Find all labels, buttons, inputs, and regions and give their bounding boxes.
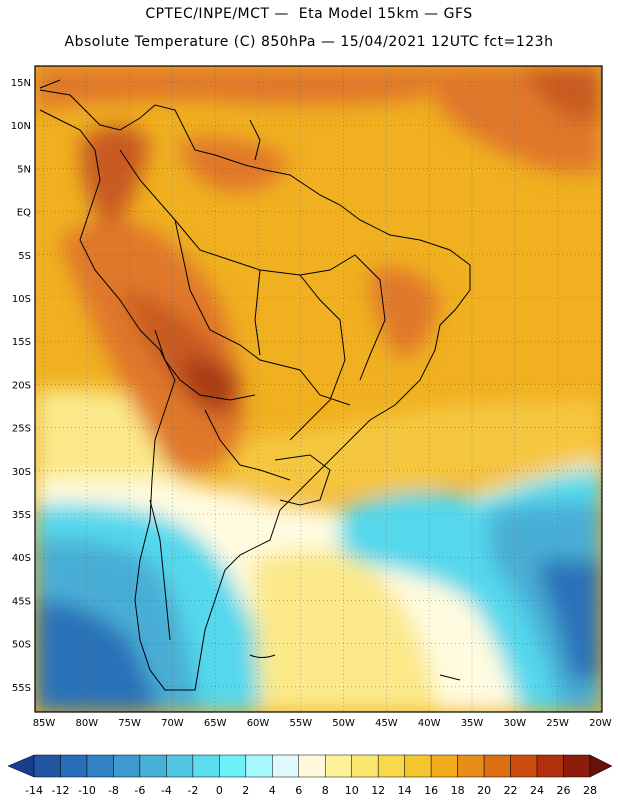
map-frame — [34, 65, 603, 713]
colorbar-cell — [483, 754, 511, 778]
lon-label: 65W — [204, 718, 227, 729]
lat-label: 20S — [12, 380, 31, 391]
colorbar-label: 20 — [477, 784, 491, 797]
colorbar-cell — [166, 754, 194, 778]
colorbar-cell — [510, 754, 538, 778]
lon-label: 75W — [118, 718, 141, 729]
colorbar-label: 26 — [557, 784, 571, 797]
colorbar-cell — [219, 754, 247, 778]
colorbar-cell — [7, 754, 35, 778]
colorbar-cell — [404, 754, 432, 778]
colorbar-cell — [60, 754, 88, 778]
lon-label: 25W — [546, 718, 569, 729]
colorbar-label: 18 — [451, 784, 465, 797]
colorbar-label: 22 — [504, 784, 518, 797]
colorbar-label: -12 — [51, 784, 69, 797]
colorbar-cell — [457, 754, 485, 778]
chart-title-line2: Absolute Temperature (C) 850hPa — 15/04/… — [64, 34, 554, 50]
lon-label: 70W — [161, 718, 184, 729]
lat-label: 45S — [12, 596, 31, 607]
lat-label: 35S — [12, 510, 31, 521]
colorbar-cell — [86, 754, 114, 778]
colorbar-cell — [430, 754, 458, 778]
lat-label: 50S — [12, 640, 31, 651]
colorbar-cell — [536, 754, 564, 778]
lon-label: 55W — [289, 718, 312, 729]
colorbar-cell — [272, 754, 300, 778]
lat-label: 10S — [12, 294, 31, 305]
lon-label: 60W — [247, 718, 270, 729]
colorbar-label: -14 — [25, 784, 43, 797]
lat-label: EQ — [17, 208, 31, 219]
lon-label: 35W — [461, 718, 484, 729]
colorbar-label: 2 — [242, 784, 249, 797]
lat-label: 5S — [18, 251, 31, 262]
colorbar-label: -4 — [161, 784, 172, 797]
latitude-labels: 15N 10N 5N EQ 5S 10S 15S 20S 25S 30S 35S 40S 45S 50S 5… — [11, 78, 31, 694]
coastline — [39, 79, 471, 691]
colorbar-label: 6 — [295, 784, 302, 797]
colorbar-label: 12 — [371, 784, 385, 797]
colorbar-cell — [113, 754, 141, 778]
lat-label: 15N — [11, 78, 31, 89]
colorbar-cell — [351, 754, 379, 778]
lon-label: 50W — [332, 718, 355, 729]
longitude-labels: 85W 80W 75W 70W 65W 60W 55W 50W 45W 40W 35W 30W 25W 2… — [33, 718, 612, 729]
lat-label: 15S — [12, 337, 31, 348]
lon-label: 30W — [503, 718, 526, 729]
lon-label: 45W — [375, 718, 398, 729]
colorbar-label: 8 — [322, 784, 329, 797]
chart-title-line1: CPTEC/INPE/MCT — Eta Model 15km — GFS — [145, 6, 473, 22]
colorbar-cell — [377, 754, 405, 778]
colorbar-label: 16 — [424, 784, 438, 797]
colorbar-label: 0 — [216, 784, 223, 797]
colorbar-cell — [33, 754, 61, 778]
gridlines — [35, 66, 602, 712]
colorbar-label: 4 — [269, 784, 276, 797]
lat-label: 5N — [17, 164, 31, 175]
colorbar-cell — [563, 754, 591, 778]
lon-label: 85W — [33, 718, 56, 729]
colorbar-cell — [589, 754, 613, 778]
colorbar-cell — [192, 754, 220, 778]
colorbar-label: 28 — [583, 784, 597, 797]
colorbar-label: -10 — [78, 784, 96, 797]
lat-label: 10N — [11, 121, 31, 132]
lon-label: 80W — [75, 718, 98, 729]
colorbar-label: -2 — [187, 784, 198, 797]
map-fill — [35, 66, 602, 712]
lat-label: 40S — [12, 553, 31, 564]
colorbar-label: -8 — [108, 784, 119, 797]
colorbar-cell — [245, 754, 273, 778]
lon-label: 40W — [418, 718, 441, 729]
colorbar-cell — [139, 754, 167, 778]
lon-label: 20W — [589, 718, 612, 729]
colorbar-label: 24 — [530, 784, 544, 797]
colorbar-label: -6 — [134, 784, 145, 797]
lat-label: 25S — [12, 424, 31, 435]
colorbar-cell — [298, 754, 326, 778]
lat-label: 55S — [12, 683, 31, 694]
colorbar-label: 10 — [345, 784, 359, 797]
colorbar-label: 14 — [398, 784, 412, 797]
colorbar-cell — [324, 754, 352, 778]
lat-label: 30S — [12, 467, 31, 478]
